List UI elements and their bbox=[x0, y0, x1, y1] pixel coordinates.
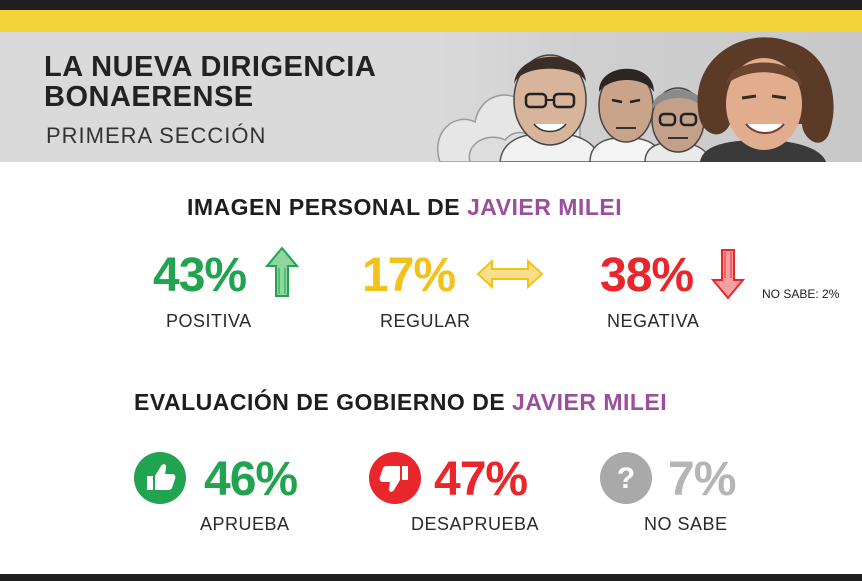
aprueba-value: 46% bbox=[204, 453, 298, 506]
portraits-illustration bbox=[437, 37, 834, 162]
nosabe-label: NO SABE bbox=[644, 514, 728, 534]
page-subtitle: PRIMERA SECCIÓN bbox=[46, 123, 267, 148]
imagen-title-name: JAVIER MILEI bbox=[467, 194, 623, 220]
arrow-left-right-icon bbox=[476, 258, 544, 290]
nosabe-value: 7% bbox=[668, 453, 736, 506]
desaprueba-value: 47% bbox=[434, 453, 528, 506]
content-panel: IMAGEN PERSONAL DE JAVIER MILEI 43% POSI… bbox=[0, 162, 862, 574]
title-line-2: BONAERENSE bbox=[44, 81, 254, 113]
arrow-up-icon bbox=[265, 246, 299, 297]
arrow-down-icon bbox=[711, 249, 745, 300]
desaprueba-label: DESAPRUEBA bbox=[411, 514, 540, 534]
thumbs-up-icon bbox=[134, 452, 186, 504]
svg-text:?: ? bbox=[617, 462, 635, 495]
title-line-1: LA NUEVA DIRIGENCIA bbox=[44, 51, 377, 83]
imagen-section-title: IMAGEN PERSONAL DE JAVIER MILEI bbox=[187, 194, 622, 221]
negativa-label: NEGATIVA bbox=[607, 311, 700, 331]
portrait-person-2 bbox=[589, 68, 663, 162]
portrait-person-1 bbox=[499, 54, 601, 162]
thumbs-down-icon bbox=[369, 452, 421, 504]
no-sabe-note: NO SABE: 2% bbox=[762, 287, 840, 301]
brand-stripe bbox=[0, 10, 862, 32]
evaluacion-section-title: EVALUACIÓN DE GOBIERNO DE JAVIER MILEI bbox=[134, 389, 667, 416]
positiva-label: POSITIVA bbox=[166, 311, 252, 331]
aprueba-label: APRUEBA bbox=[200, 514, 290, 534]
imagen-title-prefix: IMAGEN PERSONAL DE bbox=[187, 194, 467, 220]
positiva-value: 43% bbox=[153, 249, 247, 302]
header-banner: LA NUEVA DIRIGENCIA BONAERENSE PRIMERA S… bbox=[0, 32, 862, 162]
negativa-value: 38% bbox=[600, 249, 694, 302]
portrait-person-4 bbox=[697, 37, 834, 162]
top-bar bbox=[0, 0, 862, 10]
page-title: LA NUEVA DIRIGENCIA BONAERENSE bbox=[44, 52, 376, 112]
regular-label: REGULAR bbox=[380, 311, 471, 331]
evaluacion-title-name: JAVIER MILEI bbox=[512, 389, 668, 415]
question-icon: ? bbox=[600, 452, 652, 504]
evaluacion-title-prefix: EVALUACIÓN DE GOBIERNO DE bbox=[134, 389, 513, 415]
bottom-bar bbox=[0, 574, 862, 581]
regular-value: 17% bbox=[362, 249, 456, 302]
